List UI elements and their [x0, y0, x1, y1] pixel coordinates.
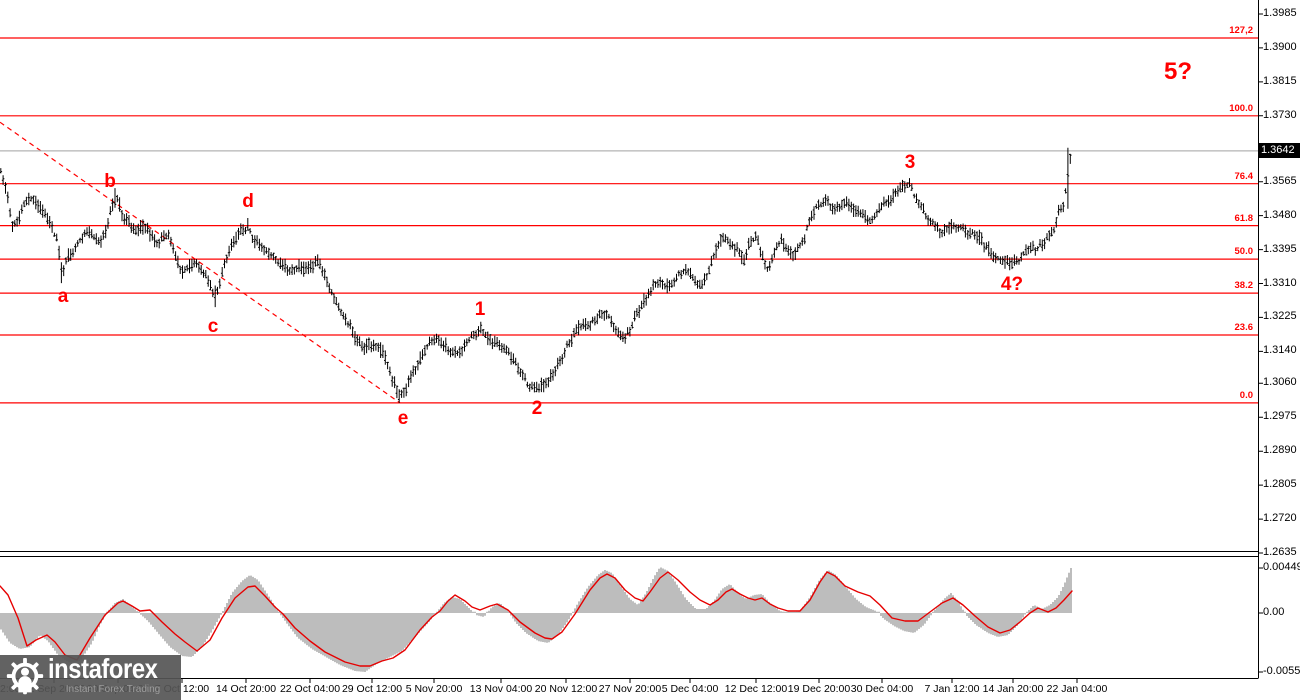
- instaforex-logo-icon: [6, 657, 44, 695]
- current-price-value: 1.3642: [1261, 144, 1295, 156]
- instaforex-watermark: instaforex Instant Forex Trading: [0, 653, 181, 700]
- watermark-tagline: Instant Forex Trading: [65, 684, 161, 695]
- indicator-min-label: -0.00552: [1263, 665, 1300, 677]
- indicator-zero-label: 0.00: [1263, 606, 1285, 618]
- watermark-brand: instaforex: [48, 653, 158, 684]
- current-price-box: 1.3642: [1259, 143, 1300, 158]
- indicator-max-label: 0.00449: [1263, 561, 1300, 573]
